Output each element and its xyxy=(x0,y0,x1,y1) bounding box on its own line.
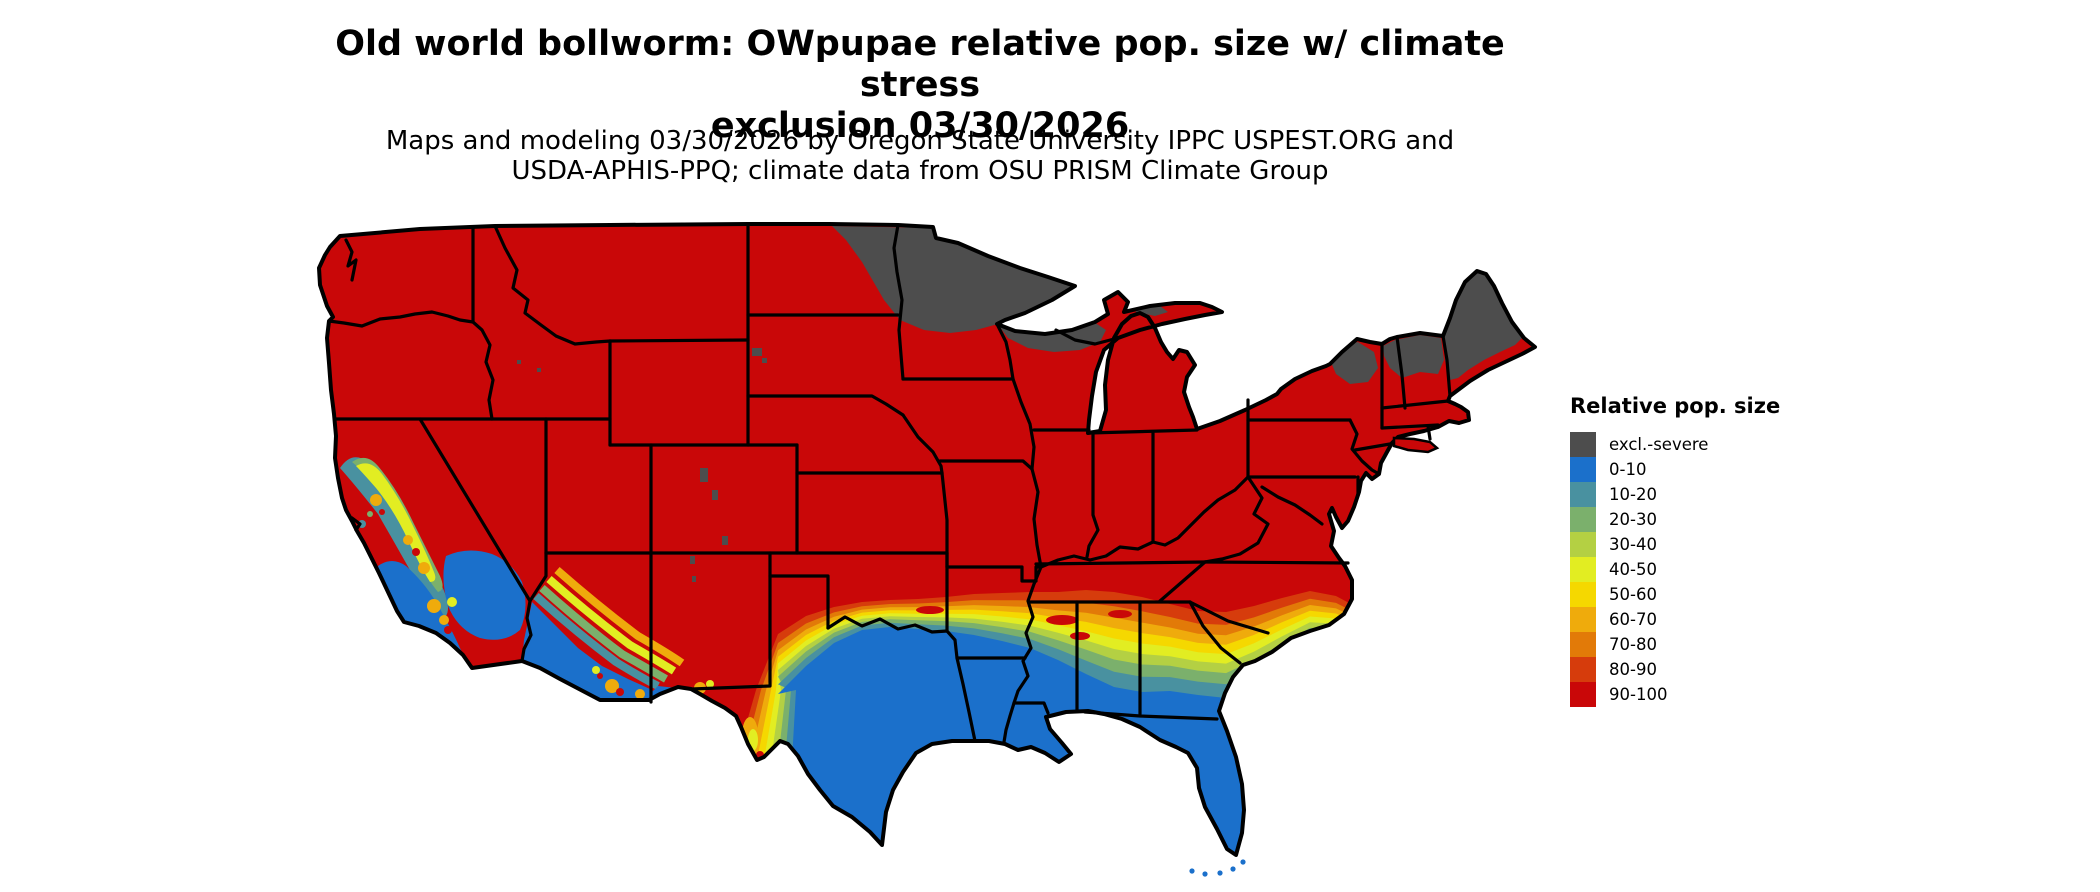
state-borders xyxy=(327,222,1452,744)
legend-swatch xyxy=(1570,432,1596,457)
legend-row: 30-40 xyxy=(1570,532,1780,557)
legend-swatch xyxy=(1570,632,1596,657)
legend-title: Relative pop. size xyxy=(1570,394,1781,418)
conus-outline xyxy=(317,222,1537,857)
legend-label: 10-20 xyxy=(1609,485,1657,504)
legend-label: 0-10 xyxy=(1609,460,1647,479)
legend-swatch xyxy=(1570,582,1596,607)
legend-swatch xyxy=(1570,457,1596,482)
legend-row: 0-10 xyxy=(1570,457,1780,482)
legend-row: 70-80 xyxy=(1570,632,1780,657)
legend-rows: excl.-severe 0-10 10-20 20-30 30-40 40-50 50-6… xyxy=(1570,432,1780,707)
title-line1: Old world bollworm: OWpupae relative pop… xyxy=(335,24,1505,105)
legend-label: 80-90 xyxy=(1609,660,1657,679)
legend-row: 20-30 xyxy=(1570,507,1780,532)
title-line2: exclusion 03/30/2026 xyxy=(710,106,1130,146)
legend-label: 30-40 xyxy=(1609,535,1657,554)
legend-label: 50-60 xyxy=(1609,585,1657,604)
legend-row: 60-70 xyxy=(1570,607,1780,632)
long-island xyxy=(1392,436,1440,454)
subtitle-line1: Maps and modeling 03/30/2026 by Oregon S… xyxy=(385,126,1455,156)
legend-swatch xyxy=(1570,532,1596,557)
legend-label: excl.-severe xyxy=(1609,435,1709,454)
legend-row: 10-20 xyxy=(1570,482,1780,507)
legend-swatch xyxy=(1570,482,1596,507)
legend-row: 50-60 xyxy=(1570,582,1780,607)
page-title: Old world bollworm: OWpupae relative pop… xyxy=(320,24,1520,147)
legend-swatch xyxy=(1570,557,1596,582)
legend-row: 80-90 xyxy=(1570,657,1780,682)
legend-label: 40-50 xyxy=(1609,560,1657,579)
subtitle-line2: USDA-APHIS-PPQ; climate data from OSU PR… xyxy=(511,156,1329,186)
legend-swatch xyxy=(1570,507,1596,532)
page-subtitle: Maps and modeling 03/30/2026 by Oregon S… xyxy=(320,126,1520,186)
legend-row: 90-100 xyxy=(1570,682,1780,707)
legend-label: 60-70 xyxy=(1609,610,1657,629)
legend-label: 70-80 xyxy=(1609,635,1657,654)
legend-swatch xyxy=(1570,657,1596,682)
legend-swatch xyxy=(1570,682,1596,707)
legend-row: excl.-severe xyxy=(1570,432,1780,457)
legend-label: 90-100 xyxy=(1609,685,1668,704)
legend-row: 40-50 xyxy=(1570,557,1780,582)
legend-label: 20-30 xyxy=(1609,510,1657,529)
map-legend: Relative pop. size excl.-severe 0-10 10-20… xyxy=(1570,394,1780,707)
legend-swatch xyxy=(1570,607,1596,632)
florida-keys xyxy=(1189,859,1246,877)
